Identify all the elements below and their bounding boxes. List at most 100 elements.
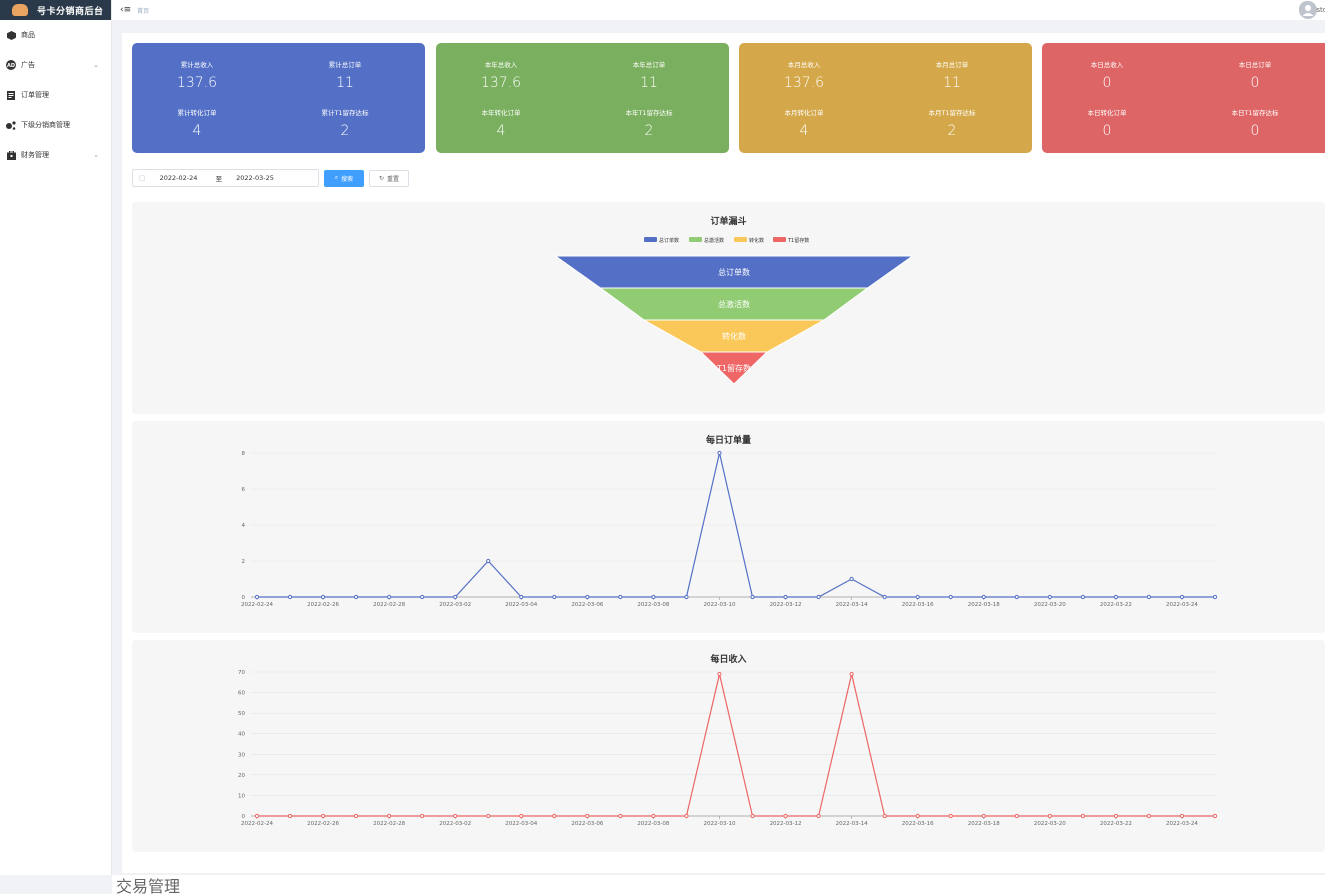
legend-label[interactable]: T1留存数 [787,237,809,244]
data-point[interactable] [1179,813,1185,819]
legend-swatch[interactable] [734,237,747,242]
data-point[interactable] [1080,594,1085,600]
data-point[interactable] [882,813,887,819]
data-point[interactable] [849,576,854,582]
data-point[interactable] [618,594,623,600]
data-point[interactable] [1113,594,1118,600]
search-button[interactable]: ⌕ 搜索 [324,169,364,187]
stat-card-month: 本月总收入 137.6 本月总订单 11 本月转化订单 4 本月T1留存达标 2 [739,43,1032,153]
data-point[interactable] [320,594,326,600]
reset-button[interactable]: ↻ 重置 [369,169,409,187]
data-point[interactable] [651,594,656,600]
x-tick-label: 2022-03-02 [439,602,471,608]
legend-swatch[interactable] [773,237,786,242]
footer-text: 交易管理 [112,875,1325,894]
data-point[interactable] [453,813,458,819]
breadcrumb[interactable]: 首页 [137,7,150,15]
sidebar-item-subdistributors[interactable]: 下级分销商管理 [0,110,111,140]
data-point[interactable] [1212,594,1218,600]
data-point[interactable] [320,813,326,819]
data-point[interactable] [585,813,590,819]
data-point[interactable] [849,671,854,677]
legend-swatch[interactable] [644,237,657,242]
funnel-label: 转化数 [722,331,746,341]
app-logo[interactable]: 号卡分销商后台 [0,0,111,20]
data-point[interactable] [882,594,887,600]
sidebar-item-finance[interactable]: 财务管理 ⌄ [0,140,111,170]
stat-value: 11 [336,75,354,91]
menu-fold-icon[interactable]: ‹≡ [120,5,132,15]
data-point[interactable] [651,813,656,819]
sidebar-item-label: 商品 [21,31,35,39]
legend-label[interactable]: 总激活数 [704,237,724,244]
data-point[interactable] [1047,594,1052,600]
data-point[interactable] [552,813,557,819]
data-point[interactable] [354,594,359,600]
end-date-input[interactable]: 2022-03-25 [236,174,274,182]
data-point[interactable] [585,594,590,600]
data-point[interactable] [981,813,986,819]
x-tick-label: 2022-03-08 [637,602,669,608]
x-tick-label: 2022-03-20 [1034,821,1066,827]
data-point[interactable] [1047,813,1052,819]
data-point[interactable] [552,594,557,600]
data-point[interactable] [750,813,755,819]
data-point[interactable] [287,813,293,819]
data-point[interactable] [717,671,722,677]
data-point[interactable] [387,813,392,819]
data-point[interactable] [287,594,293,600]
funnel-segment[interactable] [699,351,769,385]
funnel-label: 总激活数 [718,299,750,309]
ad-icon: AD [6,60,16,70]
legend-label[interactable]: 总订单数 [659,237,679,244]
sidebar-item-ads[interactable]: AD 广告 ⌄ [0,50,111,80]
data-point[interactable] [519,594,524,600]
data-point[interactable] [254,813,260,819]
data-point[interactable] [420,813,425,819]
y-tick-label: 0 [242,595,246,601]
data-point[interactable] [354,813,359,819]
data-point[interactable] [948,594,953,600]
start-date-input[interactable]: 2022-02-24 [159,174,198,182]
data-point[interactable] [1014,813,1019,819]
data-point[interactable] [1014,594,1019,600]
data-point[interactable] [1179,594,1185,600]
date-range-picker[interactable]: ▢ 2022-02-24 至 2022-03-25 [132,169,319,187]
sidebar-item-goods[interactable]: 商品 [0,20,111,50]
data-point[interactable] [453,594,458,600]
data-point[interactable] [486,813,491,819]
data-point[interactable] [783,813,788,819]
data-point[interactable] [618,813,623,819]
data-point[interactable] [783,594,788,600]
data-point[interactable] [684,813,689,819]
data-point[interactable] [915,813,920,819]
data-point[interactable] [1212,813,1218,819]
data-point[interactable] [717,450,722,456]
sidebar-item-orders[interactable]: 订单管理 [0,80,111,110]
legend-label[interactable]: 转化数 [749,237,764,244]
legend-swatch[interactable] [689,237,702,242]
data-point[interactable] [816,813,821,819]
x-tick-label: 2022-03-02 [439,821,471,827]
data-point[interactable] [1080,813,1085,819]
data-point[interactable] [1113,813,1118,819]
series-line [257,673,1215,817]
data-point[interactable] [750,594,755,600]
data-point[interactable] [519,813,524,819]
data-point[interactable] [486,558,491,564]
data-point[interactable] [1146,813,1152,819]
data-point[interactable] [1146,594,1152,600]
data-point[interactable] [981,594,986,600]
data-point[interactable] [254,594,260,600]
data-point[interactable] [420,594,425,600]
user-name[interactable]: sto [1316,6,1325,14]
data-point[interactable] [816,594,821,600]
data-point[interactable] [915,594,920,600]
avatar[interactable] [1299,1,1317,19]
data-point[interactable] [387,594,392,600]
search-icon: ⌕ [334,174,339,181]
data-point[interactable] [948,813,953,819]
stat-label: 累计T1留存达标 [321,109,369,117]
app-title: 号卡分销商后台 [37,6,104,17]
data-point[interactable] [684,594,689,600]
